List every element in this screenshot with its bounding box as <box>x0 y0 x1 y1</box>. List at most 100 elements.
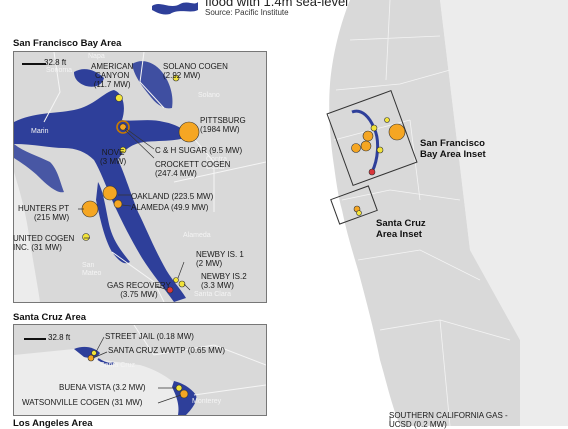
hunters-pt-plant <box>81 200 99 218</box>
label-line: PITTSBURG <box>200 116 246 125</box>
american-canyon-overview-dot <box>370 124 378 132</box>
pittsburg-plant <box>178 121 200 143</box>
label-line: (2.92 MW) <box>163 71 201 80</box>
label-line: UNITED COGEN <box>13 234 75 243</box>
united-cogen-plant <box>82 233 90 241</box>
label-buena-vista: BUENA VISTA (3.2 MW) <box>59 383 146 392</box>
pittsburg-overview-dot <box>388 123 406 141</box>
label-line: (3.75 MW) <box>120 290 158 299</box>
sf-inset-outline <box>326 90 418 186</box>
label-solano-cogen: SOLANO COGEN (2.92 MW) <box>163 62 228 80</box>
label-alameda: ALAMEDA (49.9 MW) <box>131 203 208 212</box>
santa-cruz-title: Santa Cruz Area <box>13 312 87 323</box>
label-line: C & H SUGAR (9.5 MW) <box>155 146 243 155</box>
hunters-pt-overview-dot <box>351 143 361 153</box>
alameda-plant <box>113 199 123 209</box>
santa-cruz-inset-map <box>13 324 267 416</box>
newby-is-2-plant <box>178 280 186 288</box>
label-southern-california-gas: SOUTHERN CALIFORNIA GAS - UCSD (0.2 MW) <box>389 411 508 429</box>
geo-solano: Solano <box>198 92 220 99</box>
sf-bay-title: San Francisco Bay Area <box>13 38 122 49</box>
geo-monterey: Monterey <box>192 398 222 405</box>
geo-santa-cruz: Santa Cruz <box>100 362 136 369</box>
alameda-overview-dot <box>376 146 384 154</box>
label-line: Santa Cruz <box>376 218 426 229</box>
label-line: INC. (31 MW) <box>13 243 62 252</box>
sf-bay-inset-map <box>13 51 267 303</box>
geo-contra-costa: Contra Costa <box>206 156 228 171</box>
legend-flood-text: flood with 1.4m sea-level rise <box>205 0 373 9</box>
label-watsonville-cogen: WATSONVILLE COGEN (31 MW) <box>22 398 143 407</box>
solano-overview-dot <box>384 117 390 123</box>
geo-marin: Marin <box>31 128 49 135</box>
label-line: UCSD (0.2 MW) <box>389 420 447 429</box>
label-line: NEWBY IS.2 <box>201 272 247 281</box>
solano-cogen-plant <box>172 74 180 82</box>
label-american-canyon: AMERICAN CANYON (11.7 MW) <box>91 62 133 89</box>
label-line: NEWBY IS. 1 <box>196 250 244 259</box>
santa-cruz-map-graphic <box>14 325 266 415</box>
label-line: (1984 MW) <box>200 125 240 134</box>
la-title: Los Angeles Area <box>13 418 93 429</box>
label-line: GAS RECOVERY <box>107 281 171 290</box>
sf-inset-label: San Francisco Bay Area Inset <box>420 138 486 160</box>
flood-legend-swatch <box>152 2 198 15</box>
label-line: (11.7 MW) <box>93 80 131 89</box>
legend-source: Source: Pacific Institute <box>205 8 289 17</box>
sf-scale-label: 32.8 ft <box>44 58 67 67</box>
label-line: OAKLAND (223.5 MW) <box>131 192 214 201</box>
american-canyon-plant <box>115 94 123 102</box>
label-gas-recovery: GAS RECOVERY (3.75 MW) <box>107 281 171 299</box>
label-line: (3.3 MW) <box>201 281 234 290</box>
label-nove: NOVE (3 MW) <box>100 148 126 166</box>
label-line: AMERICAN <box>91 62 134 71</box>
label-c-and-h-sugar: C & H SUGAR (9.5 MW) <box>155 146 242 155</box>
california-overview-map <box>326 0 568 426</box>
label-line: SOLANO COGEN <box>163 62 228 71</box>
label-line: NOVE <box>101 148 125 157</box>
label-line: (247.4 MW) <box>155 169 197 178</box>
label-line: (3 MW) <box>100 157 127 166</box>
label-line: Bay Area Inset <box>420 149 486 160</box>
label-line: San Francisco <box>420 138 485 149</box>
geo-alameda: Alameda <box>183 232 211 239</box>
gas-recovery-overview-dot <box>368 168 376 176</box>
watsonville-cogen-plant <box>179 389 189 399</box>
label-line: CROCKETT COGEN <box>155 160 231 169</box>
label-line: (215 MW) <box>34 213 70 222</box>
oakland-plant <box>102 185 118 201</box>
label-united-cogen: UNITED COGEN INC. (31 MW) <box>13 234 74 252</box>
label-hunters-pt: HUNTERS PT (215 MW) <box>18 204 69 222</box>
label-oakland: OAKLAND (223.5 MW) <box>131 192 213 201</box>
label-crockett-cogen: CROCKETT COGEN (247.4 MW) <box>155 160 230 178</box>
label-line: HUNTERS PT <box>18 204 70 213</box>
geo-sonoma: Sonoma <box>46 67 73 74</box>
geo-santa-clara: Santa Clara <box>194 291 231 298</box>
geo-napa: Napa <box>88 53 105 60</box>
label-street-jail: STREET JAIL (0.18 MW) <box>105 332 194 341</box>
crockett-overview-dot <box>362 130 374 142</box>
crockett-cogen-plant <box>116 120 130 134</box>
sc-scale-label: 32.8 ft <box>48 333 71 342</box>
label-line: CANYON <box>95 71 130 80</box>
newby-is-1-plant <box>173 277 179 283</box>
sc-inset-outline <box>330 185 378 225</box>
label-newby-is-1: NEWBY IS. 1 (2 MW) <box>196 250 244 268</box>
label-newby-is-2: NEWBY IS.2 (3.3 MW) <box>201 272 247 290</box>
santa-cruz-wwtp-plant <box>87 354 95 362</box>
label-line: (2 MW) <box>196 259 223 268</box>
oakland-overview-dot <box>360 140 372 152</box>
geo-san-mateo: San Mateo <box>82 262 102 277</box>
label-santa-cruz-wwtp: SANTA CRUZ WWTP (0.65 MW) <box>108 346 226 355</box>
label-line: SOUTHERN CALIFORNIA GAS - <box>389 411 508 420</box>
sc-inset-label: Santa Cruz Area Inset <box>376 218 426 240</box>
label-line: Area Inset <box>376 229 422 240</box>
nove-plant <box>119 146 127 154</box>
label-pittsburg: PITTSBURG (1984 MW) <box>200 116 246 134</box>
sf-bay-map-graphic <box>14 52 266 302</box>
label-line: ALAMEDA (49.9 MW) <box>131 203 209 212</box>
c-and-h-sugar-plant <box>119 123 127 131</box>
buena-vista-plant <box>175 384 183 392</box>
santa-cruz-overview-dot <box>356 210 362 216</box>
street-jail-plant <box>91 350 97 356</box>
